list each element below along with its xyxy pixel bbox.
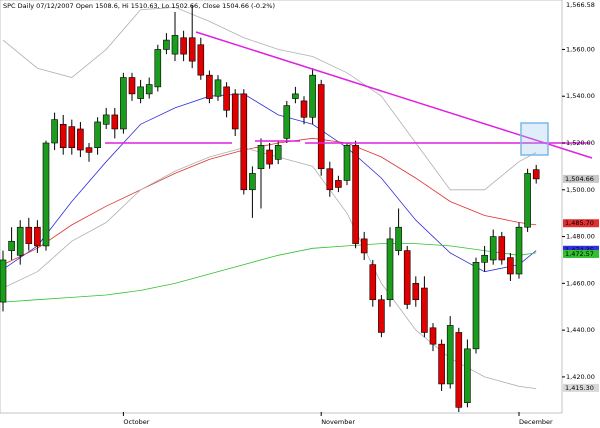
- candle-body: [438, 343, 445, 385]
- candle-body: [25, 226, 33, 244]
- candle-body: [412, 283, 420, 301]
- candle-body: [429, 327, 437, 345]
- candle-body: [507, 257, 514, 275]
- candle-body: [421, 287, 428, 333]
- candle-body: [120, 77, 127, 130]
- candle-body: [532, 169, 540, 180]
- trend-line: [195, 31, 593, 159]
- candle-body: [231, 93, 239, 130]
- y-tick-label: 1,540.00: [566, 92, 595, 100]
- candle-body: [403, 250, 411, 305]
- y-tick-label: 1,440.00: [566, 326, 595, 334]
- indicator-line: [2, 243, 537, 303]
- price-label: 1,485.70: [565, 219, 594, 227]
- x-tick-label: December: [519, 418, 553, 426]
- candle-body: [395, 226, 402, 251]
- candle-body: [0, 259, 7, 303]
- candle-body: [386, 238, 394, 301]
- candle-body: [214, 79, 222, 97]
- x-tick-label: October: [123, 418, 149, 426]
- candle-body: [102, 114, 110, 125]
- candle-body: [498, 236, 506, 261]
- candle-body: [464, 348, 471, 403]
- candle-body: [180, 37, 187, 55]
- candle-body: [300, 100, 308, 118]
- price-label-box: [563, 219, 599, 228]
- y-tick-label: 1,420.00: [566, 373, 595, 381]
- price-label-box: [563, 174, 599, 183]
- candle-body: [274, 145, 282, 160]
- price-label: 1,504.66: [565, 175, 594, 183]
- chart-title: SPC Daily 07/12/2007 Open 1508.6, Hi 151…: [3, 2, 275, 10]
- candle-body: [292, 93, 299, 99]
- candle-body: [111, 114, 119, 130]
- candle-body: [68, 126, 76, 148]
- candle-body: [197, 44, 205, 76]
- price-label: 1,474.35: [565, 246, 594, 254]
- plot-frame: [0, 0, 563, 414]
- price-label: 1,472.57: [565, 250, 594, 258]
- candle-body: [472, 261, 480, 350]
- candle-body: [145, 84, 153, 95]
- y-tick-label: 1,520.00: [566, 139, 595, 147]
- candle-body: [283, 105, 291, 139]
- price-label-box: [563, 383, 599, 392]
- candle-body: [171, 35, 179, 55]
- candle-body: [206, 74, 213, 99]
- indicator-line: [2, 6, 537, 191]
- candle-body: [77, 128, 84, 151]
- candle-body: [249, 173, 256, 191]
- candle-body: [128, 77, 136, 95]
- candle-body: [154, 49, 162, 88]
- price-label-box: [563, 245, 599, 254]
- candle-body: [524, 173, 531, 228]
- candle-body: [188, 37, 196, 62]
- candle-body: [446, 325, 454, 385]
- top-label: 1,566.58: [566, 1, 595, 9]
- candle-body: [59, 123, 67, 148]
- candle-body: [309, 74, 316, 118]
- candle-body: [266, 149, 273, 165]
- candle-body: [352, 145, 359, 244]
- candle-body: [240, 93, 248, 191]
- highlight-box: [520, 122, 549, 156]
- candle-body: [360, 238, 368, 254]
- candle-body: [343, 145, 351, 181]
- y-tick-label: 1,560.00: [566, 45, 595, 53]
- candle-body: [137, 86, 144, 99]
- candle-body: [515, 226, 523, 275]
- price-label-box: [563, 249, 599, 258]
- candle-body: [16, 226, 24, 256]
- indicator-line: [2, 93, 537, 273]
- price-label: 1,415.30: [565, 384, 594, 392]
- candle-body: [94, 121, 101, 148]
- x-tick-label: November: [321, 418, 355, 426]
- candle-body: [42, 142, 50, 247]
- candle-body: [326, 168, 334, 191]
- candle-body: [378, 299, 385, 333]
- candle-body: [489, 236, 497, 261]
- y-tick-label: 1,480.00: [566, 233, 595, 241]
- candle-body: [163, 39, 170, 50]
- candle-body: [481, 254, 488, 263]
- candle-body: [317, 84, 325, 170]
- candles: [0, 5, 540, 412]
- candle-body: [8, 240, 15, 251]
- y-tick-label: 1,460.00: [566, 279, 595, 287]
- candle-body: [455, 332, 463, 408]
- y-tick-label: 1,500.00: [566, 186, 595, 194]
- candle-body: [257, 145, 265, 170]
- candle-body: [335, 180, 342, 188]
- candle-body: [223, 86, 230, 111]
- candle-body: [369, 264, 377, 301]
- candle-body: [34, 226, 41, 247]
- candle-body: [51, 119, 58, 144]
- candle-body: [85, 147, 93, 153]
